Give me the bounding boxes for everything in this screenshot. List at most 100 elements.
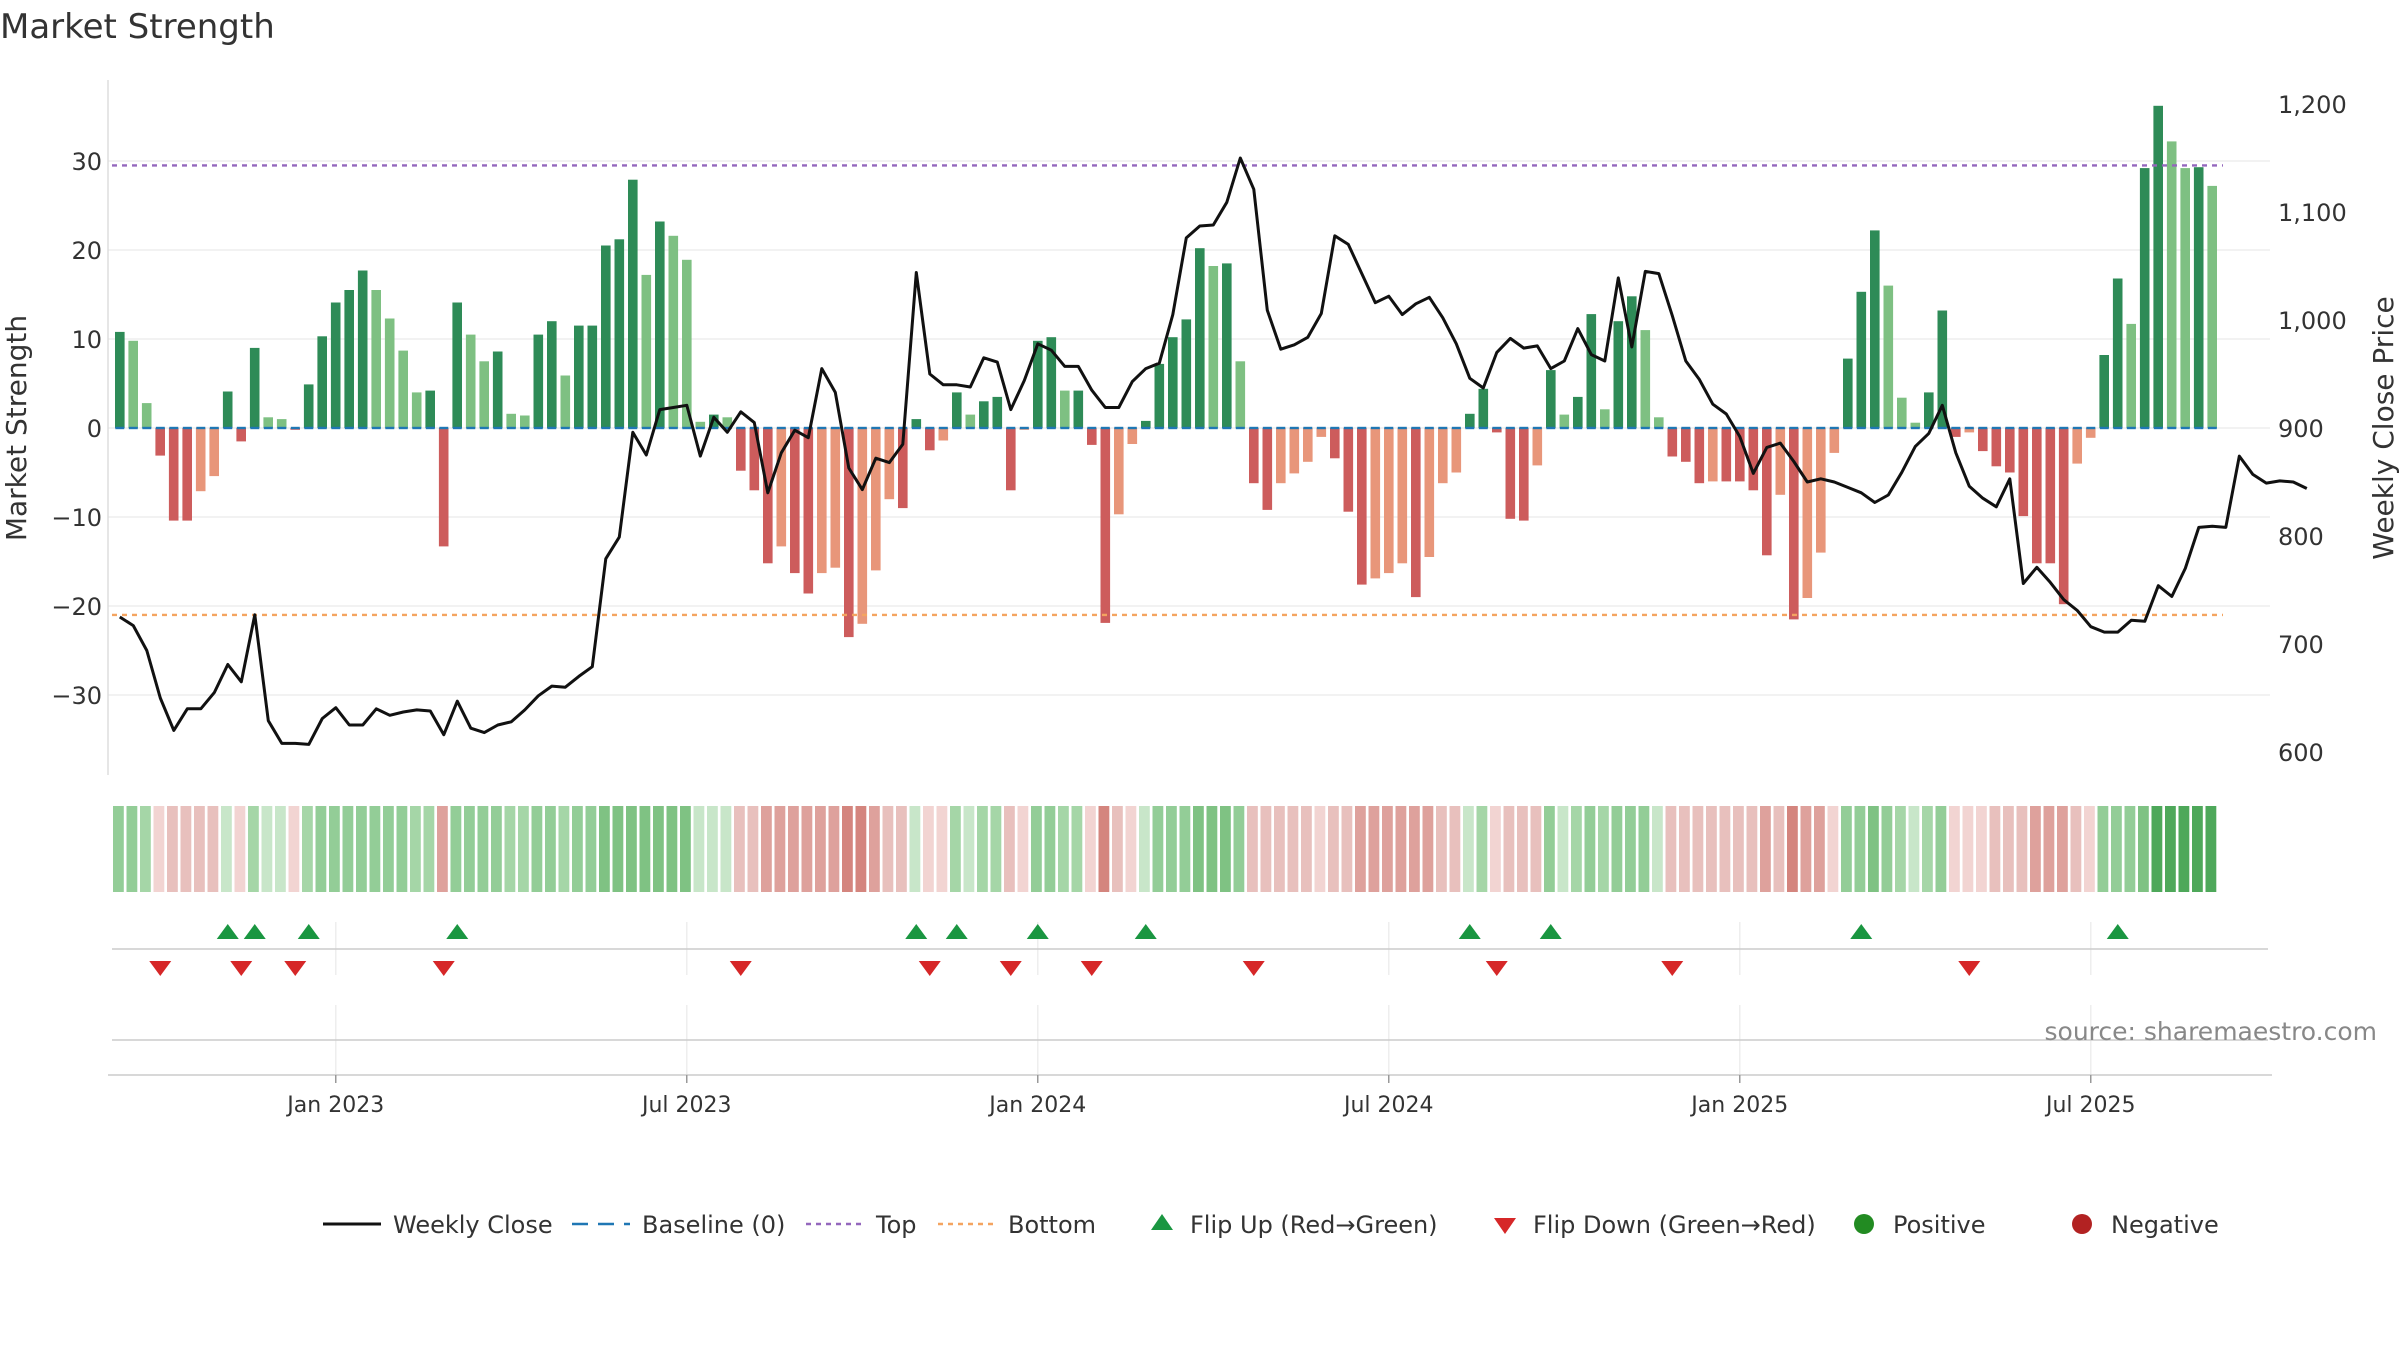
strength-bar	[195, 428, 206, 492]
strength-tile	[950, 806, 961, 892]
strength-tile	[612, 806, 624, 892]
flip-up-marker	[2106, 924, 2129, 939]
strength-tile	[1274, 806, 1285, 892]
strength-bar	[1775, 428, 1786, 495]
strength-tile	[842, 806, 853, 892]
strength-bar	[1843, 358, 1853, 428]
strength-bar	[1951, 428, 1961, 437]
strength-tile	[977, 806, 988, 892]
strength-tile	[963, 806, 975, 892]
strength-tile	[1314, 806, 1326, 892]
strength-bar	[1573, 396, 1583, 428]
flip-down-marker	[230, 961, 253, 976]
strength-bar	[803, 428, 814, 594]
strength-bar	[2166, 141, 2177, 428]
strength-bar	[1384, 428, 1394, 574]
strength-bar	[1492, 428, 1502, 433]
strength-bar	[2072, 428, 2082, 464]
strength-bar	[952, 392, 962, 428]
legend-label: Top	[875, 1211, 917, 1239]
strength-bar	[763, 428, 773, 564]
strength-tile	[1206, 806, 1218, 892]
strength-bar	[1640, 330, 1651, 428]
strength-tile	[1773, 806, 1785, 892]
strength-bar	[628, 179, 638, 428]
flip-down-marker	[1080, 961, 1103, 976]
strength-bar	[1789, 428, 1799, 620]
strength-bar	[1168, 337, 1178, 428]
strength-bar	[438, 428, 449, 547]
strength-tile	[126, 806, 138, 892]
strength-tile	[302, 806, 313, 892]
strength-tile	[1638, 806, 1650, 892]
strength-bar	[695, 421, 706, 428]
strength-bar	[425, 390, 435, 428]
strength-bar	[655, 221, 665, 428]
strength-bar	[1276, 428, 1286, 484]
strength-tile	[1976, 806, 1987, 892]
y-tick-label: −20	[51, 593, 102, 621]
strength-tile	[1355, 806, 1366, 892]
y-tick-label: 0	[87, 415, 102, 443]
strength-bar	[560, 375, 571, 428]
strength-tile	[1409, 806, 1420, 892]
strength-tile	[788, 806, 799, 892]
strength-bar	[2207, 185, 2217, 428]
flip-up-marker	[243, 924, 266, 939]
strength-tile	[1098, 806, 1110, 892]
strength-bar	[2193, 167, 2204, 428]
strength-bar	[2112, 278, 2123, 428]
strength-bar	[249, 347, 260, 428]
strength-tile	[180, 806, 192, 892]
strength-tile	[396, 806, 408, 892]
strength-tile	[450, 806, 462, 892]
strength-bar	[1451, 428, 1462, 473]
flip-down-marker	[432, 961, 455, 976]
flip-down-marker	[284, 961, 307, 976]
strength-bar	[533, 334, 544, 428]
y2-tick-label: 1,100	[2278, 199, 2347, 227]
strength-tile	[1760, 806, 1771, 892]
strength-bar	[1222, 263, 1232, 428]
strength-tile	[1260, 806, 1272, 892]
flip-up-marker	[945, 924, 968, 939]
strength-tile	[1301, 806, 1312, 892]
strength-bar	[2180, 168, 2190, 428]
flip-down-marker	[1958, 961, 1981, 976]
flip-up-marker	[1026, 924, 1049, 939]
y2-tick-label: 800	[2278, 523, 2324, 551]
strength-tile	[1854, 806, 1866, 892]
strength-tile	[1868, 806, 1879, 892]
strength-bar	[776, 428, 787, 547]
flip-up-marker	[1458, 924, 1481, 939]
strength-tile	[1611, 806, 1623, 892]
strength-bars	[115, 105, 2217, 638]
strength-tile	[1071, 806, 1083, 892]
y2-tick-label: 1,000	[2278, 307, 2347, 335]
strength-tile	[2111, 806, 2122, 892]
strength-tile	[680, 806, 691, 892]
strength-tile	[1733, 806, 1744, 892]
strength-bar	[303, 384, 314, 428]
y-tick-label: 10	[71, 326, 102, 354]
strength-bar	[1100, 428, 1111, 623]
legend-label: Flip Up (Red→Green)	[1190, 1211, 1438, 1239]
strength-tile	[2192, 806, 2203, 892]
y2-tick-label: 900	[2278, 415, 2324, 443]
strength-bar	[344, 290, 354, 428]
strength-tile	[2097, 806, 2109, 892]
strength-tile	[1530, 806, 1542, 892]
legend-label: Weekly Close	[393, 1211, 553, 1239]
strength-tile	[1490, 806, 1501, 892]
strength-bar	[1681, 428, 1691, 462]
strength-tile	[1328, 806, 1339, 892]
y-tick-label: −30	[51, 682, 102, 710]
strength-bar	[1033, 340, 1043, 428]
strength-tile	[1719, 806, 1731, 892]
strength-tile	[585, 806, 597, 892]
strength-tile	[1503, 806, 1515, 892]
x-axis-ticks: Jan 2023 Jul 2023 Jan 2024 Jul 2024 Jan 2025…	[285, 1075, 2136, 1118]
strength-bar	[857, 428, 868, 624]
weekly-close-line	[118, 156, 2308, 746]
strength-tile	[2070, 806, 2082, 892]
